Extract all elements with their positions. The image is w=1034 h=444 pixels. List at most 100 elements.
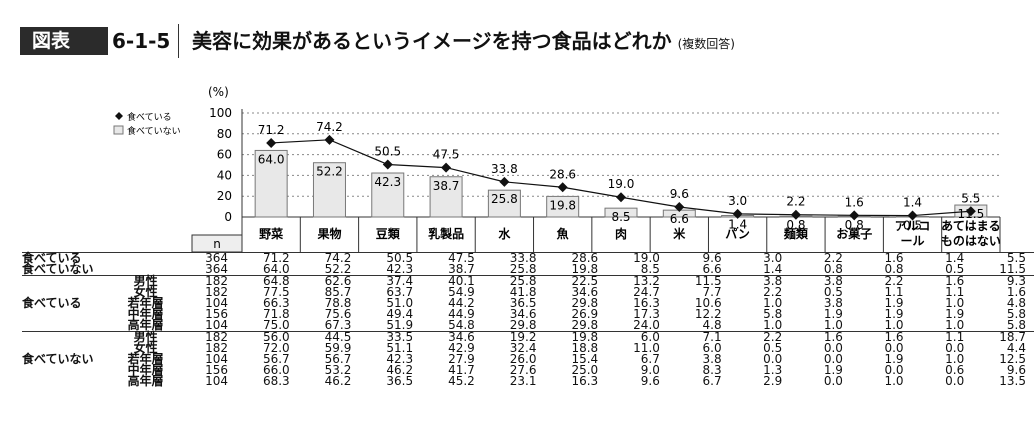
table-row: 食べている 若年層 104 66.3 78.8 51.0 44.2 36.5 29.8 16.3 1…	[22, 296, 1034, 310]
table-cell-value: 62.6	[297, 275, 360, 287]
table-cell-value: 33.8	[482, 252, 545, 264]
row-n-value: 182	[205, 341, 228, 355]
x-category-label: 魚	[557, 226, 569, 241]
table-cell-value: 26.9	[571, 307, 599, 321]
table-cell-value: 1.6	[911, 275, 973, 287]
table-cell-value: 74.2	[297, 252, 360, 264]
bar-value-label: 1.4	[728, 218, 747, 232]
table-cell-value: 12.5	[999, 352, 1026, 366]
row-segment-label: 若年層	[127, 352, 164, 366]
row-group-label: 食べている	[22, 252, 110, 264]
row-n-value: 104	[205, 296, 228, 310]
x-category-label: ものはない	[941, 234, 1001, 248]
y-tick-label: 60	[217, 148, 232, 162]
table-cell-value: 51.1	[386, 341, 414, 355]
table-cell-value: 27.6	[509, 363, 537, 377]
bar-not-eating	[312, 162, 346, 218]
table-cell-value: 41.8	[509, 285, 537, 299]
n-header-cell	[191, 234, 243, 252]
table-cell-value: 5.8	[1006, 307, 1026, 321]
table-cell-value: 1.6	[850, 252, 912, 264]
table-cell-value: 0.5	[763, 341, 783, 355]
row-segment-label: 男性	[109, 331, 182, 343]
x-category-label: アルコ	[895, 219, 931, 233]
table-cell-value: 0.0	[763, 352, 783, 366]
row-group-label: 食べていない	[22, 352, 94, 366]
row-n-value: 104	[205, 352, 228, 366]
table-cell-value: 29.8	[571, 296, 599, 310]
table-cell-value: 11.5	[667, 275, 730, 287]
table-cell-value: 42.3	[386, 352, 414, 366]
table-cell-value: 7.7	[702, 285, 722, 299]
table-cell-value: 3.8	[702, 352, 722, 366]
table-cell-value: 50.5	[359, 252, 422, 264]
bar-not-eating	[371, 172, 405, 218]
table-cell-value: 64.8	[235, 275, 298, 287]
x-category-label: 麺類	[783, 226, 809, 241]
table-cell-value: 77.5	[262, 285, 290, 299]
table-cell-value: 54.9	[448, 285, 475, 299]
table-cell-value: 29.8	[571, 318, 599, 332]
table-cell-value: 54.8	[448, 318, 475, 332]
bar-not-eating	[546, 195, 580, 218]
row-n-value: 182	[181, 275, 236, 287]
table-row: 中年層 156 66.0 53.2 46.2 41.7 27.6 25.0 9.0 8.3 1.3 1…	[22, 363, 1034, 377]
row-group-label	[22, 365, 109, 376]
line-value-label: 9.6	[670, 187, 689, 201]
table-cell-value: 1.9	[884, 352, 904, 366]
row-segment-label: 中年層	[127, 307, 164, 321]
row-group-label	[22, 331, 110, 343]
chart-canvas: 0 20 40 60 80 100 (%) n 野菜 果物 豆類 乳製品 水 魚 肉 米 パン 麺類 お菓子 アルコー…	[113, 85, 1001, 252]
table-cell-value: 1.0	[945, 296, 965, 310]
line-point-eating	[907, 210, 918, 221]
table-cell-value: 27.9	[448, 352, 475, 366]
row-n-value: 104	[205, 374, 228, 388]
row-n-value: 156	[205, 363, 228, 377]
table-cell-value: 16.3	[633, 296, 660, 310]
table-cell-value: 13.5	[999, 374, 1026, 388]
table-cell-value: 44.2	[448, 296, 475, 310]
table-cell-value: 1.9	[884, 296, 904, 310]
table-cell-value: 1.4	[911, 252, 973, 264]
table-cell-value: 78.8	[324, 296, 352, 310]
x-category-label: 水	[498, 226, 511, 241]
table-cell-value: 72.0	[262, 341, 290, 355]
table-cell-value: 11.5	[999, 262, 1026, 276]
row-group-label: 食べている	[22, 296, 82, 310]
table-cell-value: 0.0	[884, 341, 904, 355]
line-value-label: 74.2	[316, 120, 343, 134]
line-value-label: 47.5	[433, 148, 460, 162]
table-cell-value: 1.0	[763, 318, 783, 332]
table-cell-value: 36.5	[509, 296, 537, 310]
x-category-label: 米	[673, 226, 686, 241]
table-cell-value: 59.9	[324, 341, 352, 355]
table-cell-value: 3.8	[790, 275, 851, 287]
table-cell-value: 53.2	[324, 363, 352, 377]
line-point-eating	[849, 210, 860, 221]
figure-number: 6-1-5	[112, 29, 171, 53]
table-cell-value: 25.8	[482, 275, 545, 287]
table-cell-value: 9.6	[640, 374, 660, 388]
y-tick-label: 80	[217, 127, 232, 141]
table-cell-value: 25.0	[571, 363, 599, 377]
row-segment-label: 若年層	[127, 296, 164, 310]
table-cell-value: 1.1	[884, 285, 904, 299]
table-row: 食べている 364 71.2 74.2 50.5 47.5 33.8 28.6 19.0 9.6 3…	[22, 252, 1034, 264]
line-point-eating	[382, 159, 393, 170]
table-cell-value: 71.2	[235, 252, 298, 264]
line-point-eating	[790, 209, 801, 220]
table-cell-value: 19.0	[606, 252, 668, 264]
figure-badge: 図表	[20, 27, 108, 55]
table-cell-value: 42.3	[386, 262, 414, 276]
table-cell-value: 1.9	[823, 363, 843, 377]
table-cell-value: 5.5	[972, 252, 1034, 264]
table-cell-value: 64.0	[262, 262, 290, 276]
bar-not-eating	[254, 149, 288, 218]
row-group-label	[22, 309, 109, 320]
table-cell-value: 0.8	[884, 262, 904, 276]
table-cell-value: 3.8	[729, 275, 791, 287]
x-category-label: お菓子	[836, 226, 872, 241]
legend-swatch-not-eating	[113, 125, 124, 135]
table-cell-value: 4.8	[702, 318, 722, 332]
table-cell-value: 1.0	[763, 296, 783, 310]
